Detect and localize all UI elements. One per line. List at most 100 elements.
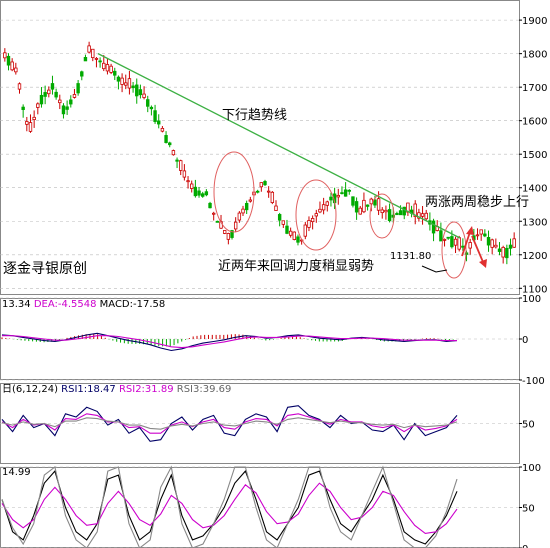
price-axis: 1900 1800 1700 1600 1500 1400 1300 1200 1100 bbox=[519, 16, 547, 295]
candle-body bbox=[402, 206, 406, 216]
candle-body bbox=[274, 205, 278, 211]
candle-body bbox=[508, 244, 513, 249]
axis-tick-label: 1100 bbox=[522, 284, 547, 295]
candle-body bbox=[259, 182, 264, 188]
candle-body bbox=[116, 76, 121, 82]
candle-body bbox=[69, 99, 73, 105]
candle-body bbox=[464, 252, 469, 255]
header-segment: RSI1:18.47 bbox=[61, 384, 119, 395]
candle-body bbox=[457, 237, 461, 250]
candle-body bbox=[153, 110, 157, 122]
candle-body bbox=[142, 93, 146, 98]
candle-body bbox=[61, 105, 66, 115]
axis-tick-label: 50 bbox=[522, 504, 535, 515]
candle-body bbox=[21, 106, 25, 110]
axis-tick-label: 1400 bbox=[522, 184, 547, 195]
candle-body bbox=[87, 45, 91, 53]
candle-body bbox=[336, 194, 340, 198]
candle-body bbox=[354, 201, 359, 213]
down-arrow bbox=[471, 235, 487, 268]
candle-body bbox=[215, 220, 220, 223]
candle-body bbox=[494, 244, 498, 248]
candle-body bbox=[244, 202, 249, 211]
candle-body bbox=[6, 55, 11, 66]
candle-body bbox=[501, 246, 505, 258]
correction-label: 近两年来回调力度稍显弱势 bbox=[218, 258, 374, 274]
header-segment: MACD:-17.58 bbox=[100, 299, 166, 310]
candle-body bbox=[453, 238, 458, 246]
candle-body bbox=[160, 127, 165, 132]
candle-body bbox=[32, 116, 36, 121]
watermark-text: 逐金寻银原创 bbox=[3, 261, 87, 277]
candle-body bbox=[384, 209, 388, 213]
candle-body bbox=[201, 193, 205, 197]
indicator-line bbox=[1, 417, 458, 430]
indicator-line bbox=[2, 335, 457, 349]
kdj-header: 14.99 bbox=[2, 467, 31, 478]
candle-body bbox=[497, 248, 502, 252]
header-segment: 14.99 bbox=[2, 467, 31, 478]
candle-body bbox=[277, 214, 282, 221]
candle-body bbox=[171, 150, 176, 156]
candle-body bbox=[321, 204, 326, 211]
candle-body bbox=[310, 218, 315, 223]
candle-body bbox=[263, 181, 267, 186]
candlestick-series bbox=[3, 41, 516, 265]
candle-body bbox=[182, 170, 187, 178]
candle-body bbox=[50, 83, 55, 90]
candle-body bbox=[113, 70, 117, 76]
candle-body bbox=[197, 190, 201, 196]
axis-tick-label: 50 bbox=[522, 420, 535, 431]
axis-tick-label: 1300 bbox=[522, 217, 547, 228]
axis-tick-label: 1500 bbox=[522, 150, 547, 161]
candle-body bbox=[343, 189, 348, 197]
axis-tick-label: 1600 bbox=[522, 117, 547, 128]
candle-body bbox=[461, 245, 465, 248]
candle-body bbox=[109, 65, 113, 73]
candle-body bbox=[36, 103, 40, 108]
highlight-circle-4 bbox=[441, 221, 467, 279]
candle-body bbox=[179, 160, 183, 171]
panel-frame bbox=[0, 0, 520, 295]
rsi-axis: 50 bbox=[519, 420, 535, 431]
indicator-line bbox=[1, 413, 458, 434]
candle-body bbox=[237, 212, 242, 221]
candle-body bbox=[211, 212, 216, 215]
candle-body bbox=[325, 201, 329, 206]
candle-body bbox=[98, 60, 102, 63]
candle-body bbox=[395, 213, 399, 216]
candle-body bbox=[266, 190, 271, 193]
candle-body bbox=[10, 61, 14, 71]
candle-body bbox=[431, 220, 436, 234]
axis-tick-label: 1900 bbox=[522, 16, 547, 27]
candle-body bbox=[365, 204, 370, 207]
candle-body bbox=[54, 91, 58, 98]
candle-body bbox=[222, 230, 227, 234]
candle-body bbox=[58, 99, 62, 104]
trend-label: 下行趋势线 bbox=[222, 107, 287, 123]
highlight-circle-2 bbox=[295, 179, 337, 251]
axis-tick-label: 1200 bbox=[522, 251, 547, 262]
candle-body bbox=[80, 71, 84, 77]
candle-body bbox=[475, 234, 480, 237]
axis-tick-label: 100 bbox=[522, 463, 541, 474]
rsi-lines bbox=[1, 405, 458, 442]
macd-lines bbox=[1, 332, 458, 352]
candle-body bbox=[288, 230, 293, 236]
candle-body bbox=[175, 159, 179, 162]
indicator-line bbox=[1, 465, 458, 548]
candle-body bbox=[233, 221, 238, 230]
candle-body bbox=[347, 189, 351, 192]
grid-lines bbox=[0, 19, 519, 548]
highlight-circle-3 bbox=[369, 193, 395, 239]
candle-body bbox=[120, 77, 124, 85]
candle-body bbox=[208, 202, 212, 209]
candle-body bbox=[351, 196, 355, 206]
candle-body bbox=[65, 106, 69, 110]
candle-body bbox=[376, 198, 381, 211]
candle-body bbox=[439, 230, 443, 242]
axis-tick-label: 1700 bbox=[522, 83, 547, 94]
candle-body bbox=[135, 84, 139, 97]
candle-body bbox=[442, 239, 447, 241]
